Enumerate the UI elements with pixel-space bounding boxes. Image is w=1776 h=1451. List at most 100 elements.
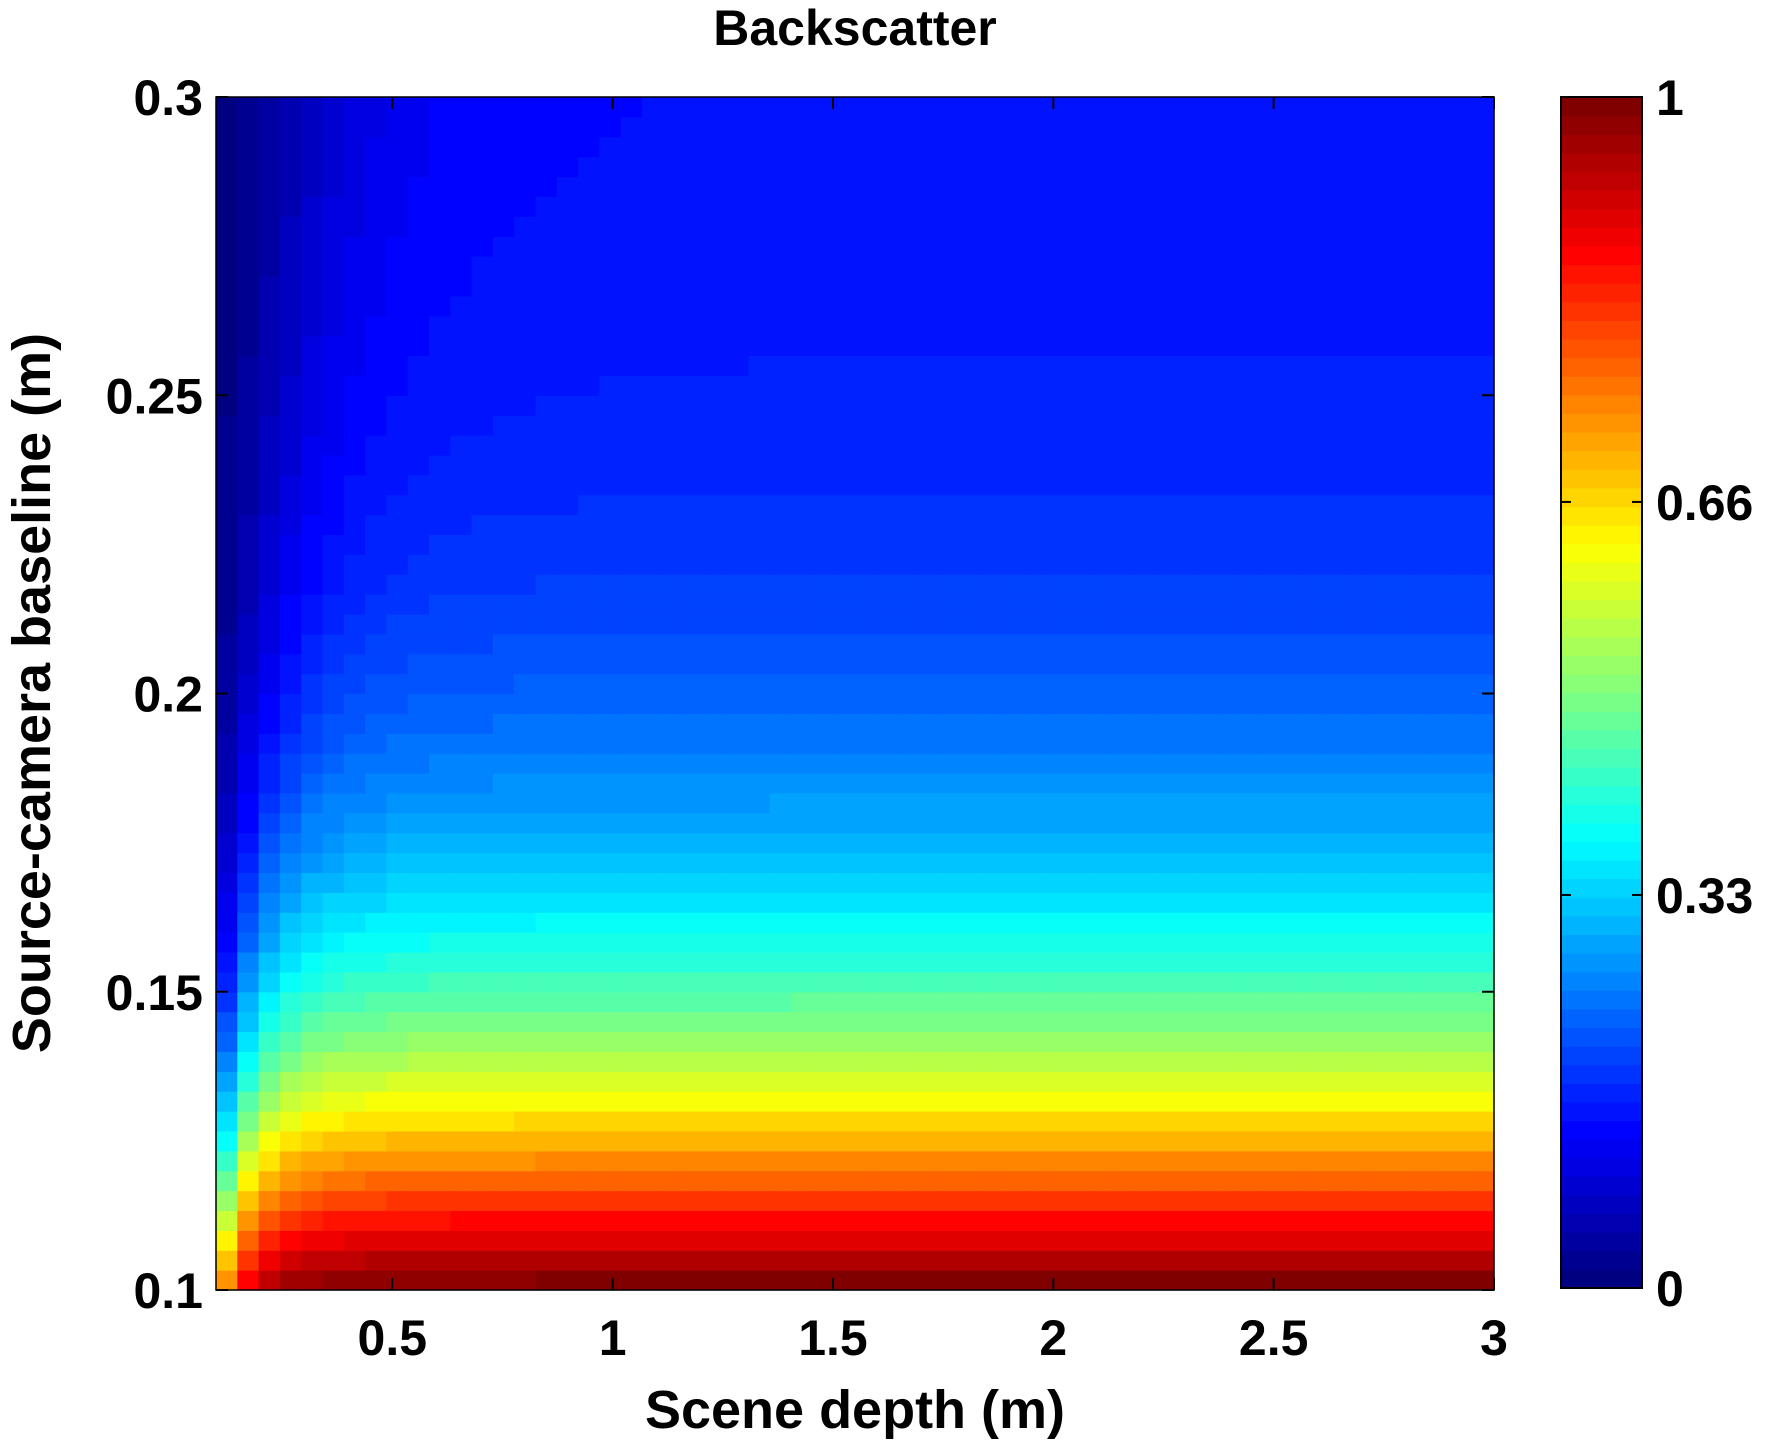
heatmap-cell [1387, 1190, 1410, 1212]
heatmap-cell [578, 1190, 600, 1212]
heatmap-cell [855, 275, 877, 297]
heatmap-cell [365, 435, 387, 456]
heatmap-cell [727, 295, 750, 317]
heatmap-cell [365, 673, 387, 695]
heatmap-cell [961, 494, 984, 516]
heatmap-cell [1366, 534, 1389, 555]
heatmap-cell [748, 633, 771, 655]
heatmap-cell [727, 733, 750, 754]
heatmap-cell [1472, 832, 1495, 854]
heatmap-cell [684, 295, 707, 317]
heatmap-cell [663, 733, 686, 754]
heatmap-cell [1068, 1250, 1090, 1271]
heatmap-cell [1046, 395, 1069, 416]
heatmap-cell [620, 534, 643, 555]
heatmap-cell [535, 216, 558, 237]
heatmap-cell [1430, 136, 1452, 158]
colorbar-level [1561, 599, 1642, 619]
heatmap-cell [492, 1130, 515, 1152]
heatmap-cell [365, 1130, 387, 1152]
heatmap-cell [1430, 494, 1452, 516]
heatmap-cell [279, 355, 302, 376]
heatmap-cell [642, 454, 664, 476]
heatmap-cell [1195, 534, 1218, 555]
heatmap-cell [365, 792, 387, 814]
heatmap-cell [1174, 733, 1197, 754]
heatmap-cell [727, 1170, 750, 1192]
colorbar-level [1561, 320, 1642, 340]
colorbar-level [1561, 115, 1642, 135]
heatmap-cell [642, 892, 664, 913]
heatmap-cell [1281, 713, 1303, 734]
heatmap-cell [727, 812, 750, 834]
heatmap-cell [492, 1150, 515, 1172]
heatmap-cell [897, 1230, 920, 1251]
heatmap-cell [1366, 574, 1389, 595]
heatmap-cell [556, 415, 579, 436]
heatmap-cell [407, 1130, 430, 1152]
heatmap-cell [705, 216, 728, 237]
heatmap-cell [982, 454, 1005, 476]
heatmap-cell [1153, 1170, 1176, 1192]
heatmap-cell [1004, 216, 1026, 237]
heatmap-cell [812, 673, 835, 695]
heatmap-cell [343, 494, 366, 516]
heatmap-cell [216, 1011, 238, 1033]
heatmap-cell [982, 375, 1005, 396]
heatmap-cell [279, 97, 302, 118]
heatmap-cell [258, 534, 281, 555]
heatmap-cell [961, 1051, 984, 1072]
heatmap-cell [237, 574, 260, 595]
heatmap-cell [1046, 494, 1069, 516]
heatmap-cell [1217, 435, 1239, 456]
heatmap-cell [1068, 236, 1090, 257]
heatmap-cell [1430, 792, 1452, 814]
heatmap-cell [471, 554, 494, 575]
heatmap-cell [1238, 1150, 1261, 1172]
colorbar-level [1561, 543, 1642, 563]
heatmap-cell [769, 1031, 792, 1052]
heatmap-cell [343, 1031, 366, 1052]
heatmap-cell [450, 594, 473, 615]
heatmap-cell [1430, 116, 1452, 138]
heatmap-cell [343, 196, 366, 217]
heatmap-cell [237, 415, 260, 436]
heatmap-cell [237, 1250, 260, 1271]
heatmap-cell [727, 1031, 750, 1052]
heatmap-cell [407, 136, 430, 158]
heatmap-cell [897, 1111, 920, 1132]
heatmap-cell [1451, 633, 1474, 655]
heatmap-cell [982, 1230, 1005, 1251]
heatmap-cell [514, 256, 537, 277]
heatmap-cell [1004, 1011, 1026, 1033]
heatmap-cell [386, 116, 409, 138]
heatmap-cell [940, 216, 963, 237]
heatmap-cell [727, 852, 750, 874]
heatmap-cell [599, 1130, 622, 1152]
heatmap-cell [769, 1210, 792, 1231]
heatmap-cell [429, 892, 451, 913]
heatmap-cell [918, 1150, 941, 1172]
heatmap-cell [705, 97, 728, 118]
heatmap-cell [1366, 991, 1389, 1013]
heatmap-cell [450, 892, 473, 913]
heatmap-cell [897, 673, 920, 695]
heatmap-cell [1451, 912, 1474, 933]
heatmap-cell [322, 415, 345, 436]
heatmap-cell [1153, 852, 1176, 874]
heatmap-cell [407, 594, 430, 615]
heatmap-cell [876, 713, 899, 734]
heatmap-cell [1068, 315, 1090, 337]
heatmap-cell [1068, 474, 1090, 496]
heatmap-cell [812, 991, 835, 1013]
heatmap-cell [471, 951, 494, 973]
heatmap-cell [343, 415, 366, 436]
heatmap-cell [1323, 951, 1346, 973]
heatmap-cell [705, 275, 728, 297]
heatmap-cell [663, 196, 686, 217]
heatmap-cell [897, 196, 920, 217]
heatmap-cell [556, 872, 579, 893]
colorbar-level [1561, 264, 1642, 284]
heatmap-cell [705, 1031, 728, 1052]
heatmap-cell [1387, 951, 1410, 973]
